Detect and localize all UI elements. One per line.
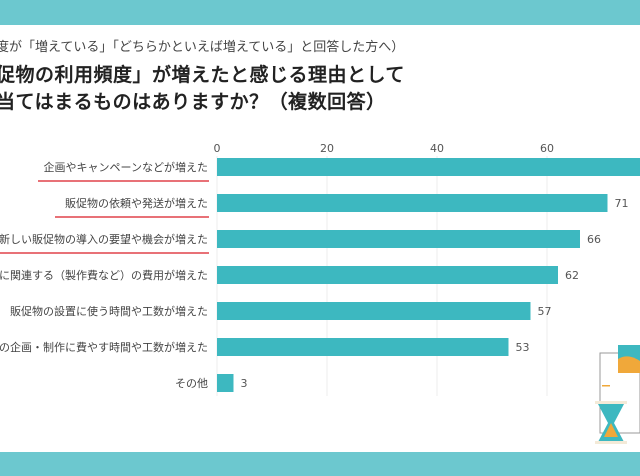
x-tick-label: 0 [214, 142, 221, 155]
x-tick-label: 20 [320, 142, 334, 155]
value-label: 66 [587, 233, 601, 246]
bottom-band [0, 452, 640, 476]
bar [217, 194, 608, 212]
bar [217, 374, 234, 392]
value-label: 62 [565, 269, 579, 282]
category-label: その他 [175, 377, 208, 390]
x-tick-label: 40 [430, 142, 444, 155]
title-line-1: 促物の利用頻度」が増えたと感じる理由として [0, 64, 405, 86]
value-label: 57 [538, 305, 552, 318]
x-tick-label: 60 [540, 142, 554, 155]
value-label: 3 [241, 377, 248, 390]
chart-title: 促物の利用頻度」が増えたと感じる理由として 当てはまるものはありますか？（複数回… [0, 62, 405, 116]
bar [217, 230, 580, 248]
category-label: の企画・制作に費やす時間や工数が増えた [0, 340, 208, 354]
hourglass-illustration [595, 345, 640, 444]
category-label: 新しい販促物の導入の要望や機会が増えた [0, 232, 208, 246]
bar [217, 302, 531, 320]
bar [217, 338, 509, 356]
category-label: に関連する（製作費など）の費用が増えた [0, 268, 208, 282]
value-label: 71 [615, 197, 629, 210]
top-band [0, 0, 640, 25]
category-label: 企画やキャンペーンなどが増えた [44, 160, 208, 174]
category-label: 販促物の依頼や発送が増えた [65, 196, 208, 210]
bar [217, 158, 640, 176]
value-label: 53 [516, 341, 530, 354]
title-line-2: 当てはまるものはありますか？（複数回答） [0, 91, 386, 113]
category-label: 販促物の設置に使う時間や工数が増えた [10, 304, 208, 318]
subtitle: 度が「増えている」「どちらかといえば増えている」と回答した方へ） [0, 40, 405, 55]
bar [217, 266, 558, 284]
